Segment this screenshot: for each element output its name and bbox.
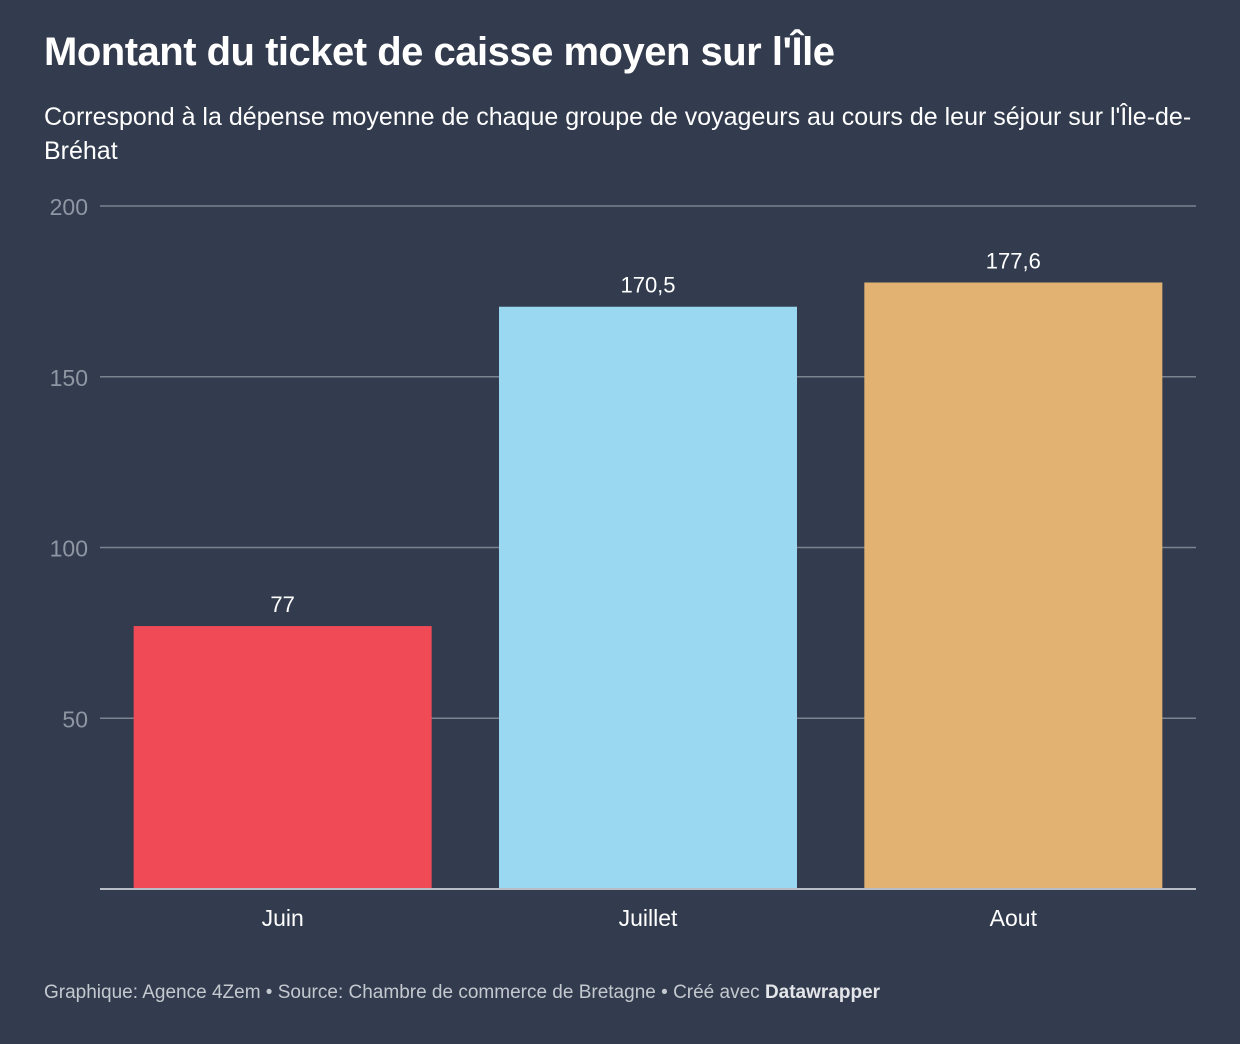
- footer-source: Source: Chambre de commerce de Bretagne: [277, 982, 656, 1003]
- footer-credits: Graphique: Agence 4Zem • Source: Chambre…: [44, 982, 880, 1004]
- bars: [133, 282, 1163, 890]
- bar-value-label: 170,5: [620, 273, 675, 298]
- bar-value-label: 177,6: [986, 248, 1041, 273]
- x-axis: Juin Juillet Aout: [100, 888, 1196, 931]
- x-tick-label: Juin: [262, 905, 304, 931]
- y-tick-label: 100: [50, 536, 88, 562]
- x-tick-label: Aout: [990, 905, 1038, 931]
- bar-juillet: [499, 306, 797, 889]
- footer-created: Créé avec: [673, 982, 765, 1003]
- x-tick-label: Juillet: [619, 905, 678, 931]
- y-tick-label: 50: [62, 706, 88, 732]
- bar-juin: [133, 626, 432, 889]
- footer-graphic: Graphique: Agence 4Zem: [44, 982, 261, 1003]
- footer-brand: Datawrapper: [764, 982, 881, 1003]
- chart-title: Montant du ticket de caisse moyen sur l'…: [44, 30, 835, 74]
- value-labels: 77 170,5 177,6: [270, 248, 1040, 617]
- y-tick-label: 150: [50, 365, 88, 391]
- footer-separator: •: [260, 982, 278, 1003]
- bar-chart: 50 100 150 200 77 170,5 177,6 Juin Juillet Aout: [50, 194, 1196, 931]
- footer-separator: •: [655, 982, 674, 1003]
- y-tick-label: 200: [50, 194, 88, 220]
- chart-subtitle: Correspond à la dépense moyenne de chaqu…: [44, 103, 1192, 165]
- bar-value-label: 77: [270, 592, 294, 617]
- bar-aout: [864, 282, 1163, 890]
